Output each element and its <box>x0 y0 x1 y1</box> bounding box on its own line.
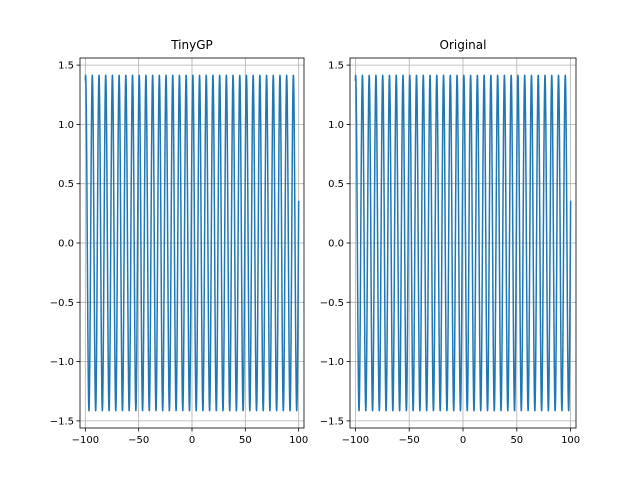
x-tick-label: −50 <box>128 435 149 446</box>
y-tick-label: 0.0 <box>58 239 74 250</box>
x-tick-label: 50 <box>510 435 523 446</box>
y-tick-label: 1.0 <box>58 120 74 131</box>
y-tick-label: −1.0 <box>320 357 344 368</box>
x-tick-label: 100 <box>289 435 308 446</box>
plot-content <box>84 74 300 412</box>
y-tick-label: −1.0 <box>50 357 74 368</box>
y-tick-label: −0.5 <box>50 298 74 309</box>
plot-content <box>354 74 572 412</box>
series-line <box>84 74 300 412</box>
x-tick-label: 100 <box>561 435 580 446</box>
y-tick-label: 1.5 <box>328 61 344 72</box>
x-tick-label: 0 <box>460 435 466 446</box>
chart-title: Original <box>440 38 487 52</box>
y-tick-label: −1.5 <box>50 416 74 427</box>
y-tick-label: 1.5 <box>58 61 74 72</box>
x-tick-label: 0 <box>189 435 195 446</box>
series-line <box>354 74 572 412</box>
y-tick-label: 0.5 <box>328 179 344 190</box>
x-tick-label: −100 <box>72 435 99 446</box>
y-tick-label: −0.5 <box>320 298 344 309</box>
chart-title: TinyGP <box>170 38 213 52</box>
ticks: −100 −50 0 50 100 −1.5 −1.0 −0.5 0.0 0.5 1.0 1.5 <box>320 61 580 446</box>
ticks: −100 −50 0 50 100 −1.5 −1.0 −0.5 0.0 0.5 1.0 1.5 <box>50 61 309 446</box>
panel-tinygp: −100 −50 0 50 100 −1.5 −1.0 −0.5 0.0 0.5 1.0 1.5 Ti… <box>50 38 309 446</box>
panel-original: −100 −50 0 50 100 −1.5 −1.0 −0.5 0.0 0.5 1.0 1.5 Or… <box>320 38 580 446</box>
x-tick-label: 50 <box>239 435 252 446</box>
x-tick-label: −100 <box>342 435 369 446</box>
y-tick-label: −1.5 <box>320 416 344 427</box>
y-tick-label: 0.0 <box>328 239 344 250</box>
y-tick-label: 1.0 <box>328 120 344 131</box>
y-tick-label: 0.5 <box>58 179 74 190</box>
x-tick-label: −50 <box>399 435 420 446</box>
